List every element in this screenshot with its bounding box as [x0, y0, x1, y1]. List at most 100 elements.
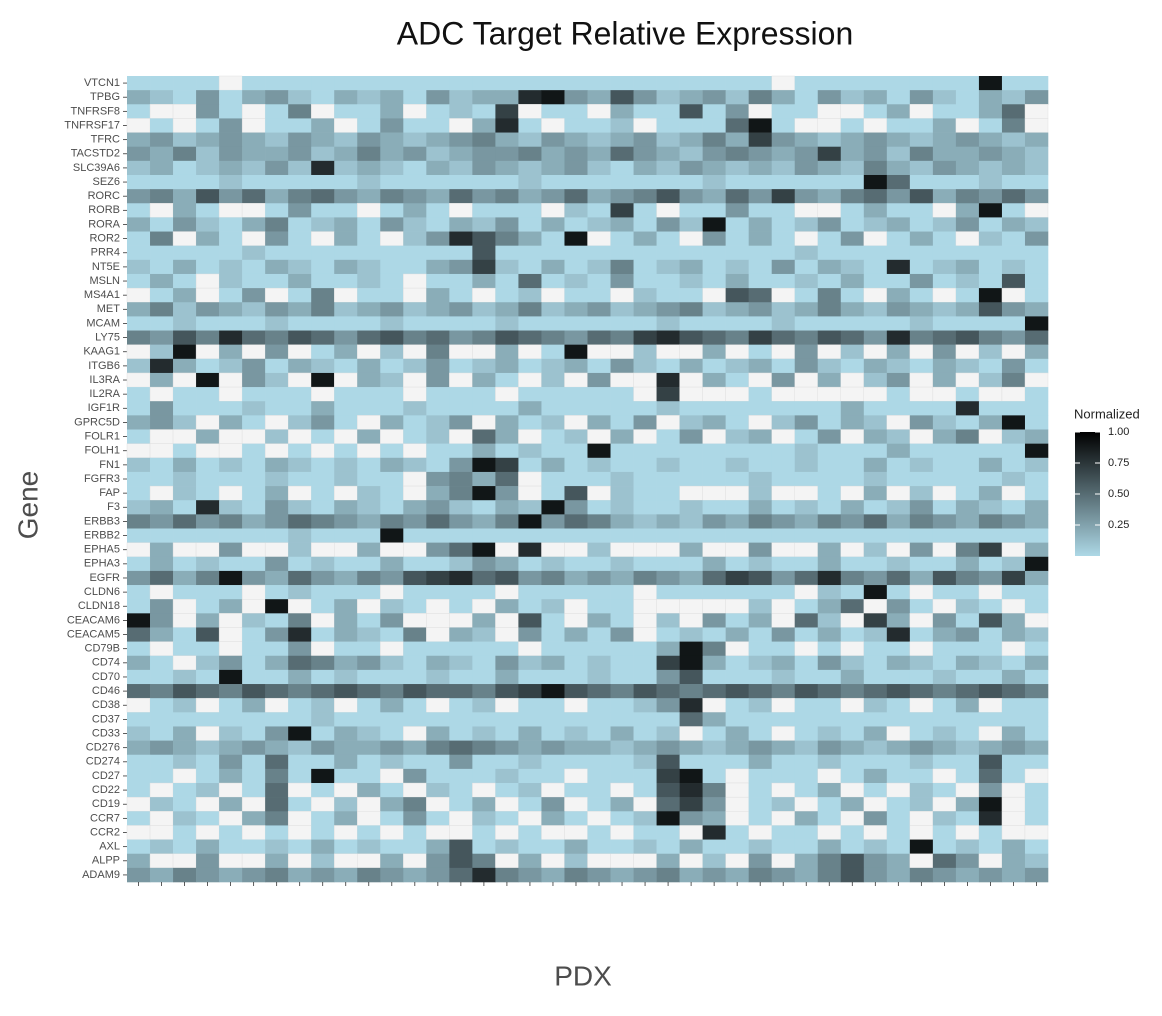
cell — [909, 570, 934, 586]
na-cell — [449, 372, 473, 388]
y-tick-label: PRR4 — [91, 247, 120, 259]
na-cell — [679, 372, 703, 388]
cell — [150, 90, 174, 105]
cell — [978, 825, 1003, 840]
cell — [817, 585, 842, 600]
na-cell — [886, 726, 911, 741]
na-cell — [334, 372, 358, 388]
cell — [748, 429, 772, 444]
cell — [748, 655, 772, 671]
cell — [380, 811, 404, 826]
cell — [288, 613, 312, 628]
cell — [219, 217, 243, 232]
cell — [472, 712, 496, 727]
cell — [518, 500, 542, 515]
cell — [587, 330, 611, 345]
cell — [794, 429, 819, 444]
cell — [886, 288, 911, 303]
cell — [978, 528, 1003, 543]
cell — [748, 401, 772, 416]
cell — [978, 613, 1003, 628]
cell — [1001, 655, 1026, 671]
cell — [495, 132, 519, 148]
cell — [541, 273, 565, 289]
cell — [840, 867, 865, 883]
cell — [541, 146, 565, 162]
cell — [265, 556, 289, 572]
cell — [1024, 500, 1049, 515]
chart-title: ADC Target Relative Expression — [397, 15, 854, 51]
cell — [196, 655, 220, 671]
cell — [173, 740, 197, 756]
cell — [932, 585, 957, 600]
na-cell — [909, 584, 934, 600]
cell — [610, 698, 634, 713]
cell — [150, 740, 174, 756]
cell — [679, 174, 703, 190]
cell — [173, 415, 197, 430]
cell — [495, 839, 519, 855]
cell — [817, 627, 842, 642]
y-tick-label: CD37 — [92, 713, 120, 725]
cell — [380, 245, 404, 261]
cell — [380, 259, 404, 275]
cell — [357, 387, 381, 402]
cell — [334, 316, 358, 331]
cell — [173, 245, 197, 261]
cell — [242, 740, 266, 756]
cell — [817, 273, 842, 289]
cell — [1001, 839, 1026, 855]
cell — [679, 160, 703, 176]
cell — [173, 288, 197, 303]
cell — [196, 839, 220, 855]
na-cell — [403, 344, 427, 360]
cell — [863, 754, 888, 770]
cell — [610, 387, 634, 402]
cell — [449, 387, 473, 402]
cell — [265, 853, 289, 869]
cell — [771, 302, 796, 317]
cell — [265, 754, 289, 770]
na-cell — [633, 584, 657, 600]
cell — [610, 429, 634, 444]
na-cell — [633, 853, 657, 869]
cell — [978, 754, 1003, 770]
cell — [610, 556, 634, 572]
cell — [265, 471, 289, 487]
cell — [1024, 471, 1049, 487]
cell — [587, 698, 611, 713]
cell — [978, 768, 1003, 784]
cell — [794, 330, 819, 345]
cell — [886, 273, 911, 289]
na-cell — [195, 273, 220, 289]
cell — [587, 783, 611, 798]
cell — [794, 655, 819, 671]
cell — [311, 783, 335, 798]
na-cell — [195, 443, 220, 458]
cell — [817, 486, 842, 501]
cell — [219, 825, 243, 840]
cell — [725, 726, 749, 741]
cell — [127, 273, 151, 289]
cell — [863, 641, 888, 657]
cell — [587, 712, 611, 727]
cell — [725, 217, 749, 232]
cell — [633, 486, 657, 501]
cell — [403, 811, 427, 826]
cell — [1024, 783, 1049, 798]
cell — [817, 401, 842, 416]
cell — [495, 231, 519, 246]
cell — [127, 387, 151, 402]
cell — [173, 316, 197, 331]
cell — [472, 486, 496, 501]
cell — [495, 570, 519, 586]
cell — [472, 146, 496, 162]
cell — [449, 514, 473, 529]
cell — [725, 203, 749, 218]
cell — [656, 528, 680, 543]
cell — [863, 783, 888, 798]
cell — [748, 853, 772, 869]
cell — [518, 712, 542, 727]
cell — [541, 245, 565, 261]
cell — [748, 330, 772, 345]
